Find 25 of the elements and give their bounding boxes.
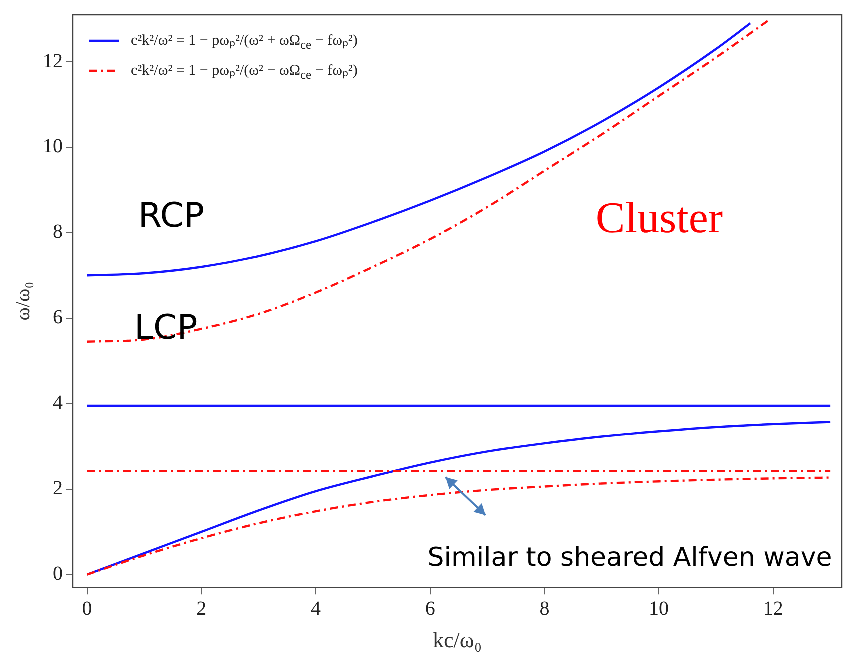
x-tick-label: 8: [540, 598, 550, 620]
x-tick-label: 12: [763, 598, 784, 620]
annotation: RCP: [138, 196, 205, 236]
line-series: [86, 22, 752, 277]
y-tick-label: 4: [53, 392, 63, 414]
y-tick-label: 12: [43, 50, 63, 72]
y-tick-label: 8: [53, 221, 63, 244]
y-tick-label: 0: [53, 563, 63, 586]
annotation: Similar to sheared Alfven wave: [428, 543, 832, 574]
x-axis-title: kc/ω₀: [432, 628, 482, 653]
legend-label: c²k²/ω² = 1 − pωₚ²/(ω² − ωΩ$_{ce}$ − fωₚ²): [131, 62, 358, 83]
x-tick-label: 0: [82, 598, 92, 620]
x-tick-label: 2: [196, 598, 207, 620]
legend-label: c²k²/ω² = 1 − pωₚ²/(ω² + ωΩ$_{ce}$ − fωₚ²): [131, 32, 358, 53]
annotation: LCP: [134, 308, 198, 348]
y-tick-label: 6: [53, 306, 63, 329]
x-tick-label: 4: [310, 598, 321, 620]
line-series: [86, 421, 832, 576]
line-series: [86, 476, 832, 576]
y-tick-label: 10: [43, 136, 63, 158]
y-axis-title: ω/ω₀: [12, 282, 34, 321]
y-tick-label: 2: [53, 478, 63, 500]
x-tick-label: 6: [425, 598, 436, 620]
x-tick-label: 10: [649, 598, 670, 620]
annotation: Cluster: [596, 194, 724, 243]
